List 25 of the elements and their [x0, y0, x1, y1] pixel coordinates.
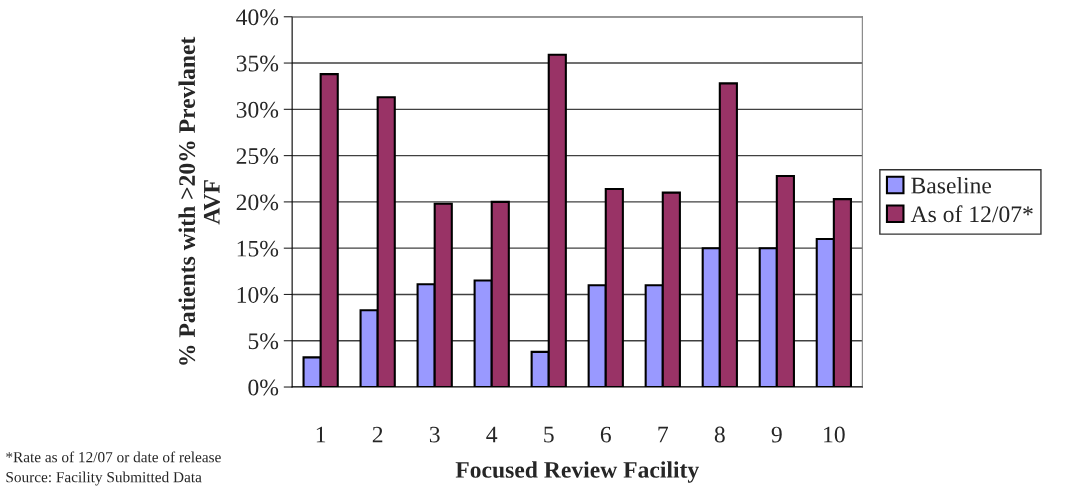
x-tick-label: 10: [824, 426, 845, 443]
x-tick-label: 7: [658, 426, 668, 443]
x-tick-label: 9: [771, 426, 782, 443]
y-tick-label: 35%: [236, 55, 279, 72]
y-tick-label: 0%: [248, 379, 279, 396]
x-tick-label: 2: [372, 426, 383, 443]
y-tick-label: 25%: [236, 148, 279, 165]
legend-label: Baseline: [911, 176, 992, 194]
x-axis-title: Focused Review Facility: [455, 461, 699, 483]
legend-label: As of 12/07*: [910, 205, 1033, 223]
y-tick-label: 30%: [236, 101, 279, 118]
y-tick-label: 10%: [237, 286, 279, 303]
y-axis-title: % Patients with >20% Prevlanet AVF: [178, 36, 220, 365]
x-tick-label: 3: [429, 426, 440, 443]
source-note: Source: Facility Submitted Data: [6, 471, 202, 486]
x-tick-label: 8: [714, 426, 725, 443]
text: *Rate as of 12/07 or date of release: [6, 451, 221, 463]
y-tick-label: 15%: [237, 240, 279, 257]
x-tick-label: 5: [544, 426, 554, 443]
x-tick-label: 1: [316, 426, 326, 443]
x-tick-label: 4: [486, 426, 498, 443]
y-tick-label: 20%: [236, 194, 279, 211]
y-tick-label: 40%: [236, 9, 279, 26]
x-tick-label: 6: [600, 426, 611, 443]
y-tick-label: 5%: [248, 333, 279, 350]
